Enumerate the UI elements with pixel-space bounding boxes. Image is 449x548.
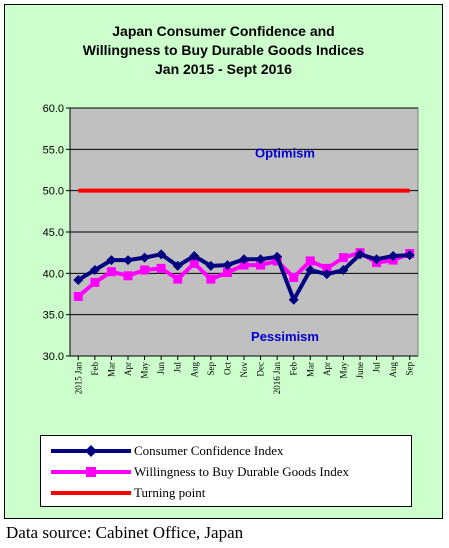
- data-point-durable-goods: [239, 260, 249, 270]
- data-point-durable-goods: [256, 260, 266, 270]
- annotation-optimism: Optimism: [255, 146, 315, 161]
- data-point-consumer-confidence: [89, 265, 100, 276]
- data-point-consumer-confidence: [222, 260, 233, 271]
- data-point-consumer-confidence: [288, 294, 299, 305]
- data-point-consumer-confidence: [404, 250, 415, 261]
- x-tick-label: Dec: [256, 362, 266, 377]
- data-point-consumer-confidence: [123, 255, 133, 266]
- annotation-pessimism: Pessimism: [251, 329, 319, 344]
- data-point-durable-goods: [73, 291, 83, 301]
- data-point-durable-goods: [189, 258, 199, 268]
- x-tick-label: Mar: [106, 362, 116, 377]
- data-point-consumer-confidence: [388, 250, 399, 261]
- x-tick-label: Jul: [173, 362, 183, 373]
- y-tick-label: 45.0: [43, 227, 64, 239]
- data-point-consumer-confidence: [355, 249, 365, 260]
- data-point-durable-goods: [106, 267, 116, 277]
- data-point-durable-goods: [156, 263, 166, 273]
- data-point-consumer-confidence: [106, 255, 117, 266]
- x-tick-label: Nov: [239, 362, 249, 378]
- x-tick-label: Feb: [289, 362, 299, 376]
- x-tick-label: Jun: [156, 362, 166, 375]
- x-tick-label: Sep: [405, 362, 415, 376]
- data-point-consumer-confidence: [239, 254, 249, 265]
- data-source-note: Data source: Cabinet Office, Japan: [6, 523, 244, 542]
- legend-label-durable-goods: Willingness to Buy Durable Goods Index: [134, 464, 350, 479]
- x-tick-label: Aug: [189, 362, 199, 378]
- data-point-durable-goods: [222, 268, 232, 278]
- chart-title-line-2: Willingness to Buy Durable Goods Indices: [82, 42, 365, 58]
- x-tick-label: May: [338, 362, 348, 379]
- legend-item-durable-goods: Willingness to Buy Durable Goods Index: [51, 462, 411, 482]
- data-point-durable-goods: [322, 263, 332, 273]
- data-point-durable-goods: [140, 265, 150, 275]
- x-tick-label: Apr: [123, 362, 133, 376]
- legend-line-turning-point: [51, 491, 131, 495]
- data-point-durable-goods: [338, 253, 348, 263]
- data-point-consumer-confidence: [305, 265, 316, 276]
- data-point-consumer-confidence: [338, 265, 349, 276]
- y-tick-label: 55.0: [43, 144, 64, 156]
- data-point-consumer-confidence: [172, 260, 183, 271]
- data-point-durable-goods: [173, 274, 183, 284]
- data-point-consumer-confidence: [73, 274, 84, 285]
- data-point-durable-goods: [123, 271, 133, 281]
- x-tick-label: Aug: [388, 362, 398, 378]
- data-point-consumer-confidence: [272, 251, 283, 262]
- data-point-consumer-confidence: [371, 254, 382, 265]
- data-point-durable-goods: [206, 274, 216, 284]
- y-tick-label: 40.0: [43, 268, 64, 280]
- chart-legend: Consumer Confidence Index Willingness to…: [40, 435, 412, 507]
- legend-diamond-marker: [85, 445, 97, 457]
- x-tick-label: June: [355, 362, 365, 379]
- data-point-durable-goods: [289, 272, 299, 282]
- chart-title-line-1: Japan Consumer Confidence and: [112, 23, 335, 39]
- legend-label-turning-point: Turning point: [134, 485, 206, 500]
- legend-square-marker: [86, 467, 96, 477]
- data-point-consumer-confidence: [189, 250, 200, 261]
- x-tick-label: 2015 Jan: [73, 362, 83, 395]
- x-tick-label: Apr: [322, 362, 332, 376]
- x-tick-label: Sep: [206, 362, 216, 376]
- legend-item-consumer-confidence: Consumer Confidence Index: [51, 441, 411, 461]
- chart-title: Japan Consumer Confidence and Willingnes…: [4, 22, 443, 79]
- x-tick-label: Feb: [90, 362, 100, 376]
- legend-item-turning-point: Turning point: [51, 483, 411, 503]
- data-point-consumer-confidence: [139, 252, 150, 263]
- x-tick-label: 2016 Jan: [272, 362, 282, 395]
- x-tick-label: Oct: [222, 362, 232, 375]
- y-tick-label: 50.0: [43, 186, 64, 198]
- data-point-durable-goods: [305, 256, 315, 266]
- data-point-consumer-confidence: [156, 249, 167, 260]
- data-point-consumer-confidence: [205, 260, 216, 271]
- x-tick-label: Jul: [372, 362, 382, 373]
- y-tick-label: 35.0: [43, 310, 64, 322]
- y-tick-label: 60.0: [43, 103, 64, 115]
- chart-title-line-3: Jan 2015 - Sept 2016: [155, 61, 292, 77]
- y-tick-label: 30.0: [43, 351, 64, 363]
- data-point-durable-goods: [90, 277, 100, 287]
- data-point-consumer-confidence: [321, 269, 332, 280]
- x-tick-label: Mar: [305, 362, 315, 377]
- data-point-consumer-confidence: [255, 254, 266, 265]
- legend-label-consumer-confidence: Consumer Confidence Index: [134, 443, 284, 458]
- x-tick-label: May: [140, 362, 150, 379]
